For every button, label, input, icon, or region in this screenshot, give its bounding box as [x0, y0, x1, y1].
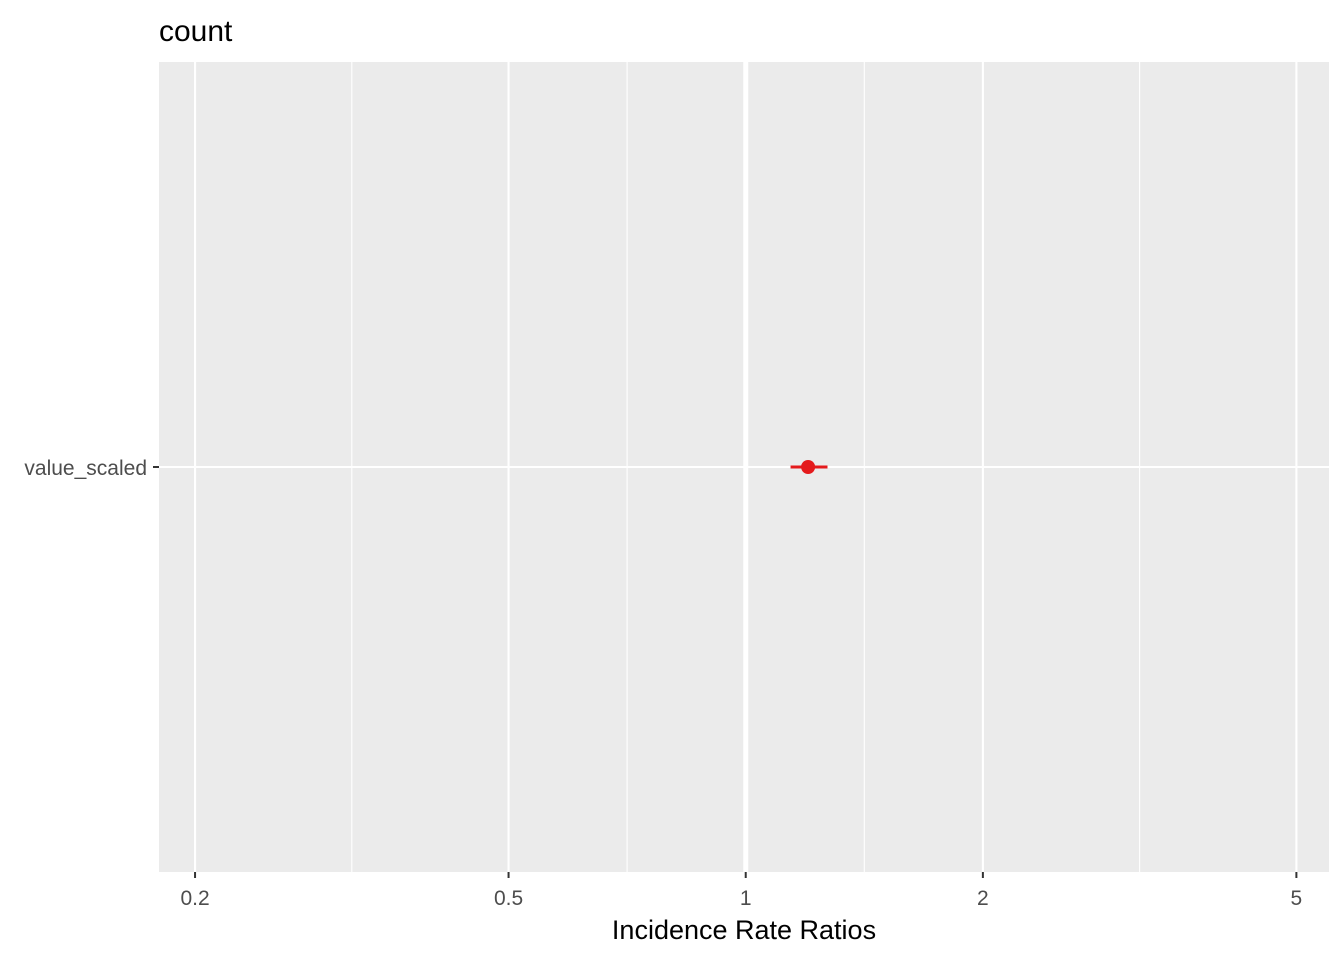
x-tick-label: 1 [740, 887, 752, 910]
x-axis-title: Incidence Rate Ratios [612, 915, 876, 945]
x-axis-ticks: 0.2 0.5 1 2 5 [180, 872, 1302, 910]
x-tick-label: 2 [977, 887, 989, 910]
x-tick-label: 5 [1291, 887, 1303, 910]
estimate-point [801, 460, 816, 474]
chart-title: count [159, 15, 233, 48]
y-axis-ticks: value_scaled [24, 457, 159, 480]
data-marks [790, 460, 828, 474]
y-tick-label: value_scaled [24, 457, 147, 480]
x-tick-label: 0.5 [494, 887, 523, 910]
x-tick-label: 0.2 [180, 887, 209, 910]
